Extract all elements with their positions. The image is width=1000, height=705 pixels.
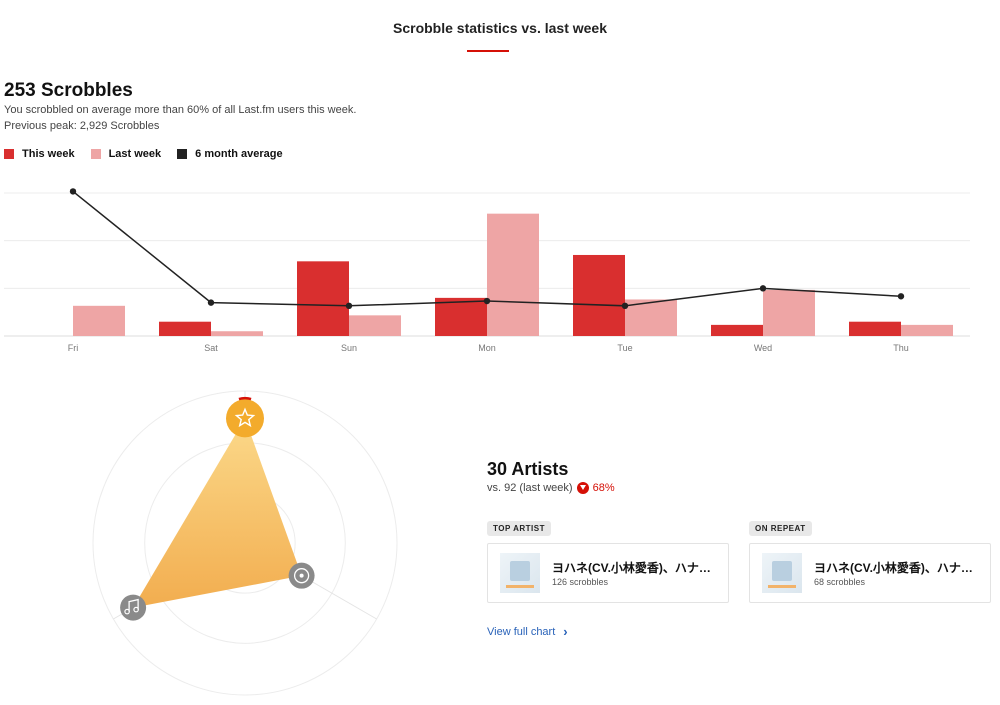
legend-swatch-average <box>177 149 188 159</box>
scrobble-summary: 253 Scrobbles You scrobbled on average m… <box>4 80 356 134</box>
x-tick-mon: Mon <box>478 343 496 353</box>
bar-this-week-sat[interactable] <box>159 321 211 336</box>
artists-count: 30 Artists <box>487 459 569 479</box>
bar-this-week-wed[interactable] <box>711 324 763 336</box>
star-icon[interactable] <box>226 399 264 438</box>
bar-this-week-thu[interactable] <box>849 321 901 336</box>
bar-last-week-thu[interactable] <box>901 324 953 336</box>
top-artist-scrobbles: 126 scrobbles <box>552 577 609 587</box>
scrobble-bar-chart: Fri Sat Sun Mon Tue Wed Thu <box>4 188 970 353</box>
bar-last-week-wed[interactable] <box>763 289 815 336</box>
view-full-chart-label: View full chart <box>487 625 556 638</box>
average-point-tue[interactable] <box>621 302 629 310</box>
arrow-down-icon <box>576 482 589 494</box>
legend-swatch-last-week <box>90 149 101 159</box>
title-underline <box>467 50 509 52</box>
legend-label-this-week: This week <box>22 148 75 160</box>
on-repeat-section: ON REPEAT ヨハネ(CV.小林愛香)、ハナマル(CV.高槻かなこ) 68… <box>749 518 991 603</box>
x-tick-sat: Sat <box>204 343 218 353</box>
artists-comparison: vs. 92 (last week) 68% <box>487 482 615 494</box>
summary-line-peak: Previous peak: 2,929 Scrobbles <box>4 120 160 132</box>
listening-radar-chart <box>92 390 398 696</box>
average-point-sat[interactable] <box>207 299 215 306</box>
view-full-chart-link[interactable]: View full chart › <box>487 624 568 639</box>
bar-this-week-sun[interactable] <box>297 261 349 336</box>
x-tick-tue: Tue <box>617 343 632 353</box>
bar-last-week-tue[interactable] <box>625 299 677 336</box>
vinyl-icon[interactable] <box>288 562 315 589</box>
top-artist-name[interactable]: ヨハネ(CV.小林愛香)、ハナマル(CV.高槻かなこ) <box>552 561 722 575</box>
average-point-thu[interactable] <box>897 293 905 300</box>
average-point-sun[interactable] <box>345 302 353 310</box>
chart-legend: This week Last week 6 month average <box>4 148 283 160</box>
top-artist-thumbnail <box>500 553 540 593</box>
bar-last-week-sat[interactable] <box>211 331 263 336</box>
page-title: Scrobble statistics vs. last week <box>393 20 607 36</box>
on-repeat-card[interactable]: ヨハネ(CV.小林愛香)、ハナマル(CV.高槻かなこ) 68 scrobbles <box>749 543 991 603</box>
average-point-fri[interactable] <box>69 188 77 195</box>
top-artist-tag: TOP ARTIST <box>487 521 551 536</box>
bar-this-week-mon[interactable] <box>435 297 487 336</box>
artists-summary: 30 Artists vs. 92 (last week) 68% <box>487 458 615 494</box>
legend-6-month-average[interactable]: 6 month average <box>177 148 283 160</box>
x-tick-thu: Thu <box>893 343 909 353</box>
summary-line-average: You scrobbled on average more than 60% o… <box>4 104 357 116</box>
x-tick-wed: Wed <box>754 343 772 353</box>
legend-label-last-week: Last week <box>108 148 162 160</box>
top-artist-section: TOP ARTIST ヨハネ(CV.小林愛香)、ハナマル(CV.高槻かなこ) 1… <box>487 518 729 603</box>
on-repeat-name[interactable]: ヨハネ(CV.小林愛香)、ハナマル(CV.高槻かなこ) <box>814 561 984 575</box>
chevron-right-icon: › <box>563 624 568 639</box>
x-tick-sun: Sun <box>341 343 357 353</box>
legend-swatch-this-week <box>4 149 14 159</box>
music-note-icon[interactable] <box>120 594 147 621</box>
top-artist-card[interactable]: ヨハネ(CV.小林愛香)、ハナマル(CV.高槻かなこ) 126 scrobble… <box>487 543 729 603</box>
radar-shape <box>133 418 302 608</box>
bar-this-week-tue[interactable] <box>573 254 625 336</box>
bar-last-week-fri[interactable] <box>73 305 125 336</box>
scrobble-count: 253 Scrobbles <box>4 80 133 101</box>
on-repeat-scrobbles: 68 scrobbles <box>814 577 866 587</box>
artists-vs-last-week: vs. 92 (last week) <box>487 482 573 494</box>
legend-label-average: 6 month average <box>195 148 283 160</box>
average-point-wed[interactable] <box>759 285 767 292</box>
legend-last-week[interactable]: Last week <box>90 148 162 160</box>
average-point-mon[interactable] <box>483 297 491 305</box>
on-repeat-thumbnail <box>762 553 802 593</box>
on-repeat-tag: ON REPEAT <box>749 521 812 536</box>
legend-this-week[interactable]: This week <box>4 148 75 160</box>
artists-change-percent: 68% <box>592 482 615 494</box>
bar-last-week-mon[interactable] <box>487 213 539 336</box>
bar-last-week-sun[interactable] <box>349 315 401 336</box>
radar-accent-arc <box>238 396 252 401</box>
x-tick-fri: Fri <box>68 343 79 353</box>
